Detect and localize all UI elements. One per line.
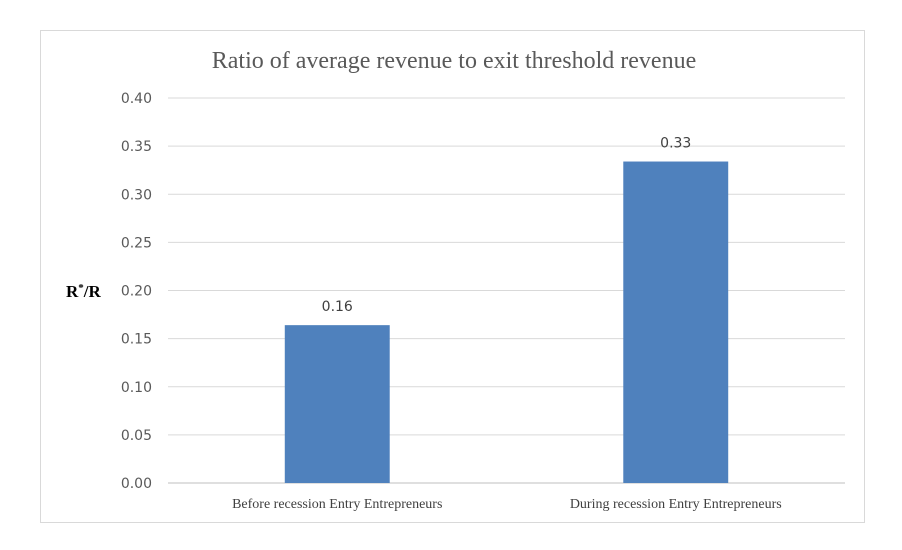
- y-axis-label-rest: /R: [83, 282, 102, 301]
- y-tick-label: 0.20: [121, 284, 152, 300]
- gridlines: [168, 97, 845, 484]
- y-tick-label: 0.05: [121, 428, 152, 444]
- y-tick-label: 0.30: [121, 187, 152, 203]
- y-axis-label-main: R: [66, 282, 79, 301]
- category-label: Before recession Entry Entrepreneurs: [232, 497, 442, 512]
- bar-data-label: 0.16: [322, 299, 353, 315]
- y-tick-labels: 0.00 0.05 0.10 0.15 0.20 0.25 0.30 0.35 0.40: [121, 91, 152, 492]
- bars: [284, 161, 729, 483]
- y-tick-label: 0.40: [121, 91, 152, 107]
- y-tick-label: 0.00: [121, 476, 152, 492]
- bar: [284, 325, 390, 483]
- y-axis-label-sup: *: [78, 282, 84, 294]
- y-tick-label: 0.25: [121, 235, 152, 251]
- y-tick-label: 0.15: [121, 332, 152, 348]
- category-label: During recession Entry Entrepreneurs: [570, 497, 782, 512]
- chart-title: Ratio of average revenue to exit thresho…: [212, 48, 696, 74]
- category-labels: Before recession Entry Entrepreneurs Duri…: [232, 497, 782, 512]
- bar-data-label: 0.33: [660, 136, 691, 152]
- y-tick-label: 0.10: [121, 380, 152, 396]
- bar: [623, 161, 729, 483]
- y-tick-label: 0.35: [121, 139, 152, 155]
- data-labels: 0.16 0.33: [322, 136, 692, 316]
- y-axis-label: R*/R: [66, 282, 102, 301]
